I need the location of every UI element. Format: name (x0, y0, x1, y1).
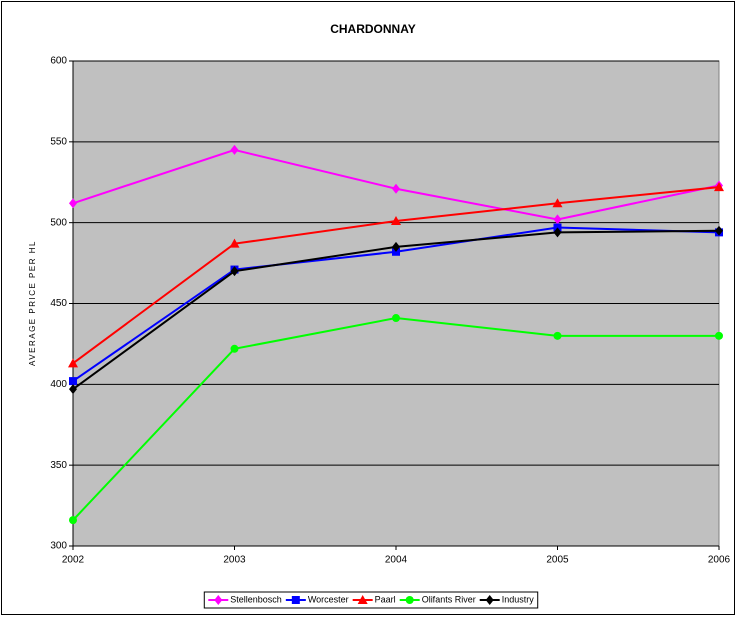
legend-item: Olifants River (399, 594, 476, 604)
legend-label: Worcester (308, 594, 349, 604)
legend: Stellenbosch Worcester Paarl Olifants River… (203, 591, 539, 609)
marker (230, 266, 239, 277)
legend-item: Worcester (285, 594, 349, 604)
y-tick-label: 350 (50, 460, 67, 471)
x-tick-label: 2005 (546, 555, 569, 566)
marker (552, 198, 563, 208)
x-tick-label: 2004 (385, 555, 408, 566)
y-tick-label: 400 (50, 379, 67, 390)
legend-label: Olifants River (422, 594, 476, 604)
marker (553, 214, 562, 225)
marker (392, 314, 400, 323)
marker (392, 183, 400, 194)
legend-label: Paarl (375, 594, 396, 604)
chart-title: CHARDONNAY (330, 22, 416, 36)
marker (230, 344, 239, 353)
marker (69, 516, 77, 525)
y-tick-label: 300 (50, 541, 67, 552)
y-tick-label: 550 (50, 136, 67, 147)
marker (715, 331, 723, 340)
y-tick-label: 500 (50, 217, 67, 228)
marker (69, 377, 77, 386)
marker (214, 595, 223, 605)
marker (68, 358, 78, 368)
y-tick-label: 600 (50, 56, 67, 67)
marker (230, 144, 239, 155)
x-tick-label: 2002 (62, 555, 85, 566)
marker (715, 225, 723, 236)
marker (553, 331, 562, 340)
y-axis-label: AVERAGE PRICE PER HL (28, 240, 37, 366)
marker (291, 596, 300, 604)
marker (69, 384, 77, 395)
legend-item: Paarl (352, 594, 396, 604)
marker (69, 198, 77, 209)
legend-item: Stellenbosch (208, 594, 282, 605)
marker (357, 595, 368, 604)
legend-item: Industry (479, 594, 535, 605)
marker (229, 238, 240, 248)
x-tick-label: 2006 (708, 555, 731, 566)
marker (553, 227, 562, 238)
marker (714, 182, 724, 192)
marker (391, 216, 401, 226)
marker (485, 595, 494, 605)
marker (405, 596, 414, 604)
x-tick-label: 2003 (223, 555, 246, 566)
y-tick-label: 450 (50, 298, 67, 309)
legend-label: Industry (502, 594, 535, 604)
legend-label: Stellenbosch (230, 594, 282, 604)
marker (392, 241, 400, 252)
